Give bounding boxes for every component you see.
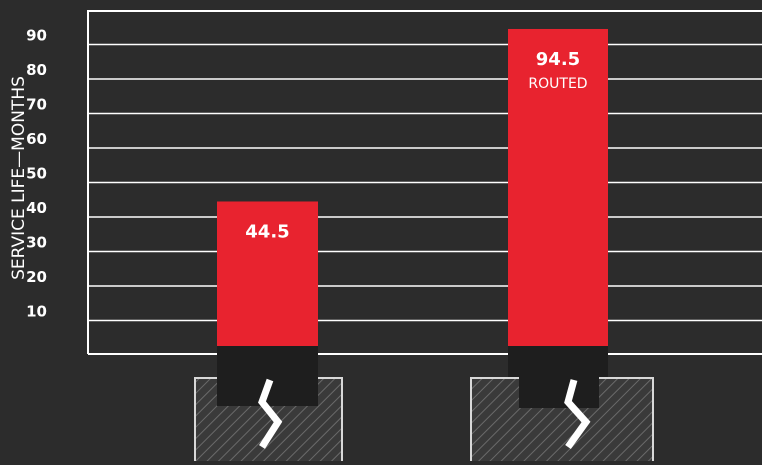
bar-value-label: 94.5 xyxy=(536,49,580,70)
y-tick-label: 90 xyxy=(26,27,47,45)
y-tick-label: 20 xyxy=(26,268,47,286)
bar-value-label: 44.5 xyxy=(245,221,289,242)
crack-mark xyxy=(258,378,283,449)
y-axis-label: SERVICE LIFE—MONTHS xyxy=(9,76,29,280)
fixture-illustrations xyxy=(194,376,654,465)
y-tick-label: 10 xyxy=(26,303,47,321)
y-tick-label: 50 xyxy=(26,165,47,183)
bar xyxy=(508,28,608,346)
crack-mark xyxy=(564,379,591,450)
y-tick-labels: 10 20 30 40 50 60 70 80 90 xyxy=(26,27,47,321)
embedded-base xyxy=(519,376,599,408)
y-tick-label: 30 xyxy=(26,234,47,252)
gridlines xyxy=(88,43,762,322)
y-tick-label: 60 xyxy=(26,130,47,148)
bar xyxy=(217,201,318,346)
y-tick-label: 40 xyxy=(26,199,47,217)
bars: 44.5 94.5 ROUTED xyxy=(217,28,608,410)
bar-sublabel: ROUTED xyxy=(528,76,587,92)
y-tick-label: 80 xyxy=(26,61,47,79)
y-tick-label: 70 xyxy=(26,96,47,114)
